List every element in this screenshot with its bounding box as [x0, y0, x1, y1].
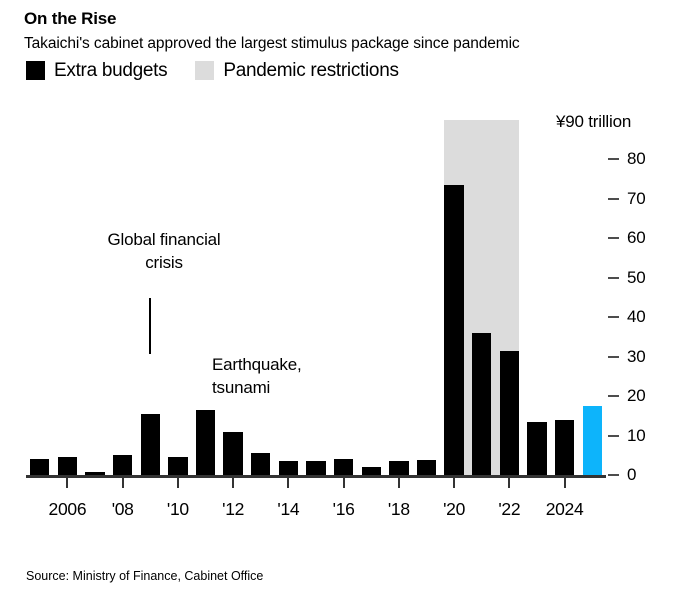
y-axis-tick-label: 10	[627, 425, 646, 445]
y-axis-tick-dash-icon	[608, 474, 619, 476]
bar-2012[interactable]	[223, 431, 243, 475]
bar-2013[interactable]	[251, 453, 271, 475]
bar-2016[interactable]	[333, 459, 354, 475]
chart-header: On the Rise Takaichi's cabinet approved …	[24, 8, 680, 55]
y-axis-tick-dash-icon	[608, 434, 619, 437]
bar-2008[interactable]	[113, 455, 133, 475]
bar-2023[interactable]	[527, 421, 547, 475]
y-axis-tick-label: 20	[627, 386, 646, 406]
annotation-label: Global financial crisis	[107, 230, 221, 272]
y-axis-tick: 30	[608, 346, 646, 366]
y-axis-tick-label: 50	[627, 267, 646, 287]
bar-2021[interactable]	[472, 333, 492, 475]
x-axis-labels: 2006 '08 '10 '12 '14 '16 '18 '20 '22 2024	[26, 498, 606, 522]
chart-plot-area: ¥90 trillion 2006 '08 '10 '12 '14 '16 '18 '20 '2…	[0, 100, 700, 519]
y-axis-tick-label: 0	[627, 465, 637, 484]
legend-label-pandemic-restrictions: Pandemic restrictions	[223, 60, 399, 81]
bar-2015[interactable]	[306, 461, 326, 475]
x-axis-tick-label: '10	[166, 499, 189, 519]
y-axis-tick-dash-icon	[608, 395, 619, 398]
y-axis-tick-dash-icon	[608, 237, 619, 240]
bar-2018[interactable]	[389, 461, 409, 475]
bar-2025[interactable]	[582, 405, 602, 475]
y-axis-tick: 40	[608, 308, 646, 326]
x-axis-tick	[563, 477, 566, 488]
x-axis-tick-label: '20	[443, 499, 466, 519]
y-axis-tick: 20	[608, 387, 646, 405]
annotation-label: Earthquake, tsunami	[212, 355, 302, 397]
y-axis-tick-label: 80	[627, 149, 646, 169]
y-axis-tick-label: 60	[627, 228, 646, 248]
x-axis-tick	[397, 477, 400, 488]
legend-swatch-icon-pandemic-restrictions	[195, 61, 215, 80]
y-axis-tick: 50	[608, 267, 646, 287]
source-note: Source: Ministry of Finance, Cabinet Off…	[26, 569, 264, 583]
y-axis-unit-label: ¥90 trillion	[556, 112, 632, 131]
x-axis-tick	[287, 477, 290, 488]
x-axis-tick	[176, 477, 179, 488]
y-axis-tick-dash-icon	[608, 355, 619, 358]
bar-2007[interactable]	[85, 471, 105, 475]
y-axis-tick-dash-icon	[608, 276, 619, 279]
annotation-leader-line	[149, 298, 152, 354]
legend-label-extra-budgets: Extra budgets	[54, 60, 168, 81]
y-axis-tick-label: 40	[627, 307, 646, 327]
y-axis-tick-dash-icon	[608, 316, 619, 319]
y-axis-tick: 60	[608, 229, 646, 247]
chart-legend: Extra budgets Pandemic restrictions	[26, 61, 399, 80]
x-axis-tick-label: 2006	[48, 499, 87, 519]
x-axis-tick-label: '14	[277, 499, 300, 519]
y-axis-ticks: 0 10 20 30 40 50 60 70 80	[608, 100, 700, 500]
y-axis-tick-label: 70	[627, 188, 646, 208]
y-axis-tick-dash-icon	[608, 158, 619, 161]
x-axis-tick-label: 2024	[545, 499, 584, 519]
x-axis-tick-label: '22	[498, 499, 521, 519]
page-title: On the Rise	[24, 9, 117, 28]
plot-inner: 2006 '08 '10 '12 '14 '16 '18 '20 '22 2024 Global …	[26, 100, 606, 519]
x-axis-tick-label: '12	[222, 499, 245, 519]
x-axis-tick	[453, 477, 456, 488]
x-axis-tick	[66, 477, 69, 488]
bar-2010[interactable]	[168, 457, 188, 475]
bar-2019[interactable]	[416, 460, 437, 475]
bar-2005[interactable]	[30, 459, 50, 475]
chart-subtitle: Takaichi's cabinet approved the largest …	[24, 35, 520, 52]
bar-series	[26, 100, 606, 500]
x-axis-tick	[508, 477, 511, 488]
x-axis-tick-label: '18	[387, 499, 410, 519]
bar-2020[interactable]	[444, 185, 464, 475]
bar-2009[interactable]	[140, 413, 160, 475]
bar-2017[interactable]	[361, 467, 381, 475]
bar-2006[interactable]	[57, 457, 78, 475]
y-axis-tick: 0	[608, 466, 636, 484]
annotation-global-financial: Global financial crisis	[64, 228, 264, 274]
y-axis-tick: 10	[608, 425, 646, 445]
y-axis-tick-label: 30	[627, 346, 646, 366]
annotation-leader-line	[204, 412, 207, 456]
x-axis-tick	[121, 477, 124, 488]
legend-item-pandemic-restrictions: Pandemic restrictions	[195, 60, 399, 81]
y-axis-tick: 70	[608, 188, 646, 208]
bar-2014[interactable]	[278, 461, 299, 475]
y-axis-tick-dash-icon	[608, 197, 619, 200]
annotation-earthquake: Earthquake, tsunami	[212, 353, 402, 399]
legend-item-extra-budgets: Extra budgets	[26, 60, 168, 81]
x-axis-line	[26, 475, 606, 478]
x-axis-tick	[232, 477, 235, 488]
x-axis-tick-label: '08	[111, 499, 134, 519]
y-axis-tick: 80	[608, 150, 646, 168]
bar-2024[interactable]	[554, 419, 575, 475]
bar-2022[interactable]	[499, 350, 519, 475]
x-axis-tick-label: '16	[332, 499, 355, 519]
x-axis-tick	[342, 477, 345, 488]
legend-swatch-icon-extra-budgets	[26, 61, 45, 80]
